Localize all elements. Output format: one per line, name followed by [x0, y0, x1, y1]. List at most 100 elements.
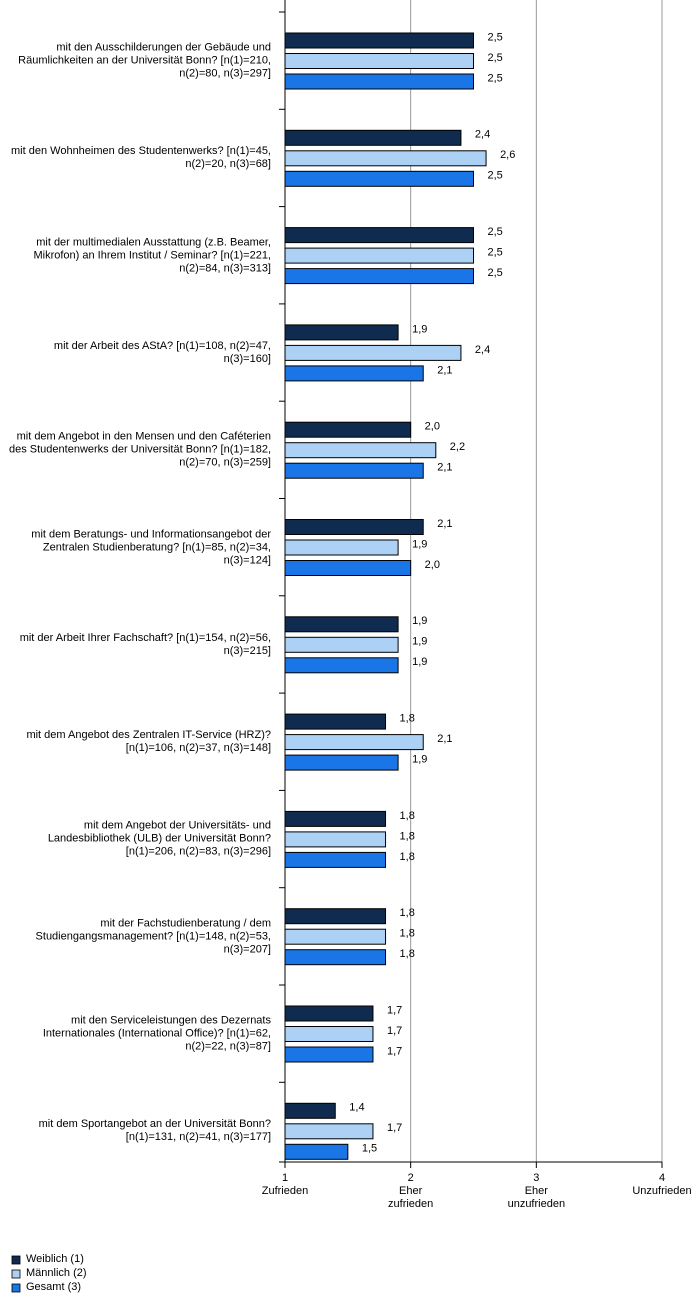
value-label: 2,1: [437, 518, 452, 530]
category-label: mit der Arbeit des AStA? [n(1)=108, n(2)…: [53, 339, 271, 365]
bar: [284, 539, 399, 556]
x-tick-label: 3: [533, 1172, 540, 1184]
value-label: 1,7: [387, 1045, 402, 1057]
category-label: mit den Serviceleistungen des Dezernats …: [42, 1014, 271, 1053]
bar: [284, 810, 387, 827]
bar: [284, 1123, 374, 1140]
bar: [284, 754, 399, 771]
value-label: 1,8: [400, 928, 415, 940]
bar: [284, 1026, 374, 1042]
value-label: 2,1: [437, 462, 452, 474]
x-tick-name: Eher zufrieden: [388, 1185, 434, 1210]
value-label: 2,5: [488, 247, 503, 259]
value-label: 2,1: [437, 364, 452, 376]
bar: [284, 519, 424, 535]
value-label: 1,8: [400, 851, 415, 863]
bar: [284, 170, 474, 187]
x-tick-name: Eher unzufrieden: [507, 1185, 566, 1210]
x-tick-label: 4: [658, 1172, 666, 1184]
legend-swatch: [11, 1255, 21, 1265]
bar: [284, 851, 387, 868]
value-label: 1,8: [400, 948, 415, 960]
bar: [284, 831, 387, 848]
category-label: mit dem Beratungs- und Informationsangeb…: [31, 528, 271, 566]
value-label: 2,5: [488, 170, 503, 182]
value-label: 1,7: [387, 1004, 402, 1016]
value-label: 1,4: [349, 1102, 364, 1114]
bar: [284, 365, 424, 382]
bar: [284, 928, 387, 945]
category-label: mit den Ausschilderungen der Gebäude und…: [18, 41, 271, 80]
bar: [284, 1046, 374, 1063]
legend-label: Weiblich (1): [26, 1253, 84, 1265]
value-label: 2,5: [488, 267, 503, 279]
x-tick-label: 2: [407, 1172, 414, 1184]
bar: [284, 908, 387, 925]
bar: [284, 344, 462, 361]
value-label: 2,5: [488, 31, 503, 43]
legend-label: Männlich (2): [26, 1267, 87, 1279]
value-label: 1,9: [412, 323, 427, 335]
bar: [284, 324, 399, 341]
value-label: 1,8: [400, 810, 415, 822]
category-label: mit dem Angebot der Universitäts- und La…: [47, 819, 271, 858]
value-label: 2,5: [488, 226, 503, 238]
bar: [284, 734, 424, 751]
bar: [284, 1143, 349, 1160]
legend-swatch: [11, 1283, 21, 1293]
bar: [284, 616, 399, 633]
value-label: 1,8: [400, 713, 415, 725]
bar: [284, 129, 462, 146]
bar: [284, 560, 412, 576]
value-label: 2,4: [475, 129, 490, 141]
value-label: 2,1: [437, 733, 452, 745]
bar: [284, 657, 399, 674]
x-tick-label: 1: [281, 1172, 289, 1184]
bar: [284, 53, 474, 69]
value-label: 2,2: [450, 441, 465, 453]
value-label: 1,9: [412, 754, 427, 766]
bar: [284, 1005, 374, 1022]
x-tick-name: Unzufrieden: [632, 1185, 692, 1197]
value-label: 1,7: [387, 1122, 402, 1134]
bar: [284, 268, 474, 285]
bar: [284, 150, 487, 167]
category-label: mit der Arbeit Ihrer Fachschaft? [n(1)=1…: [19, 631, 271, 657]
category-label: mit dem Sportangebot an der Universität …: [38, 1118, 271, 1144]
value-label: 2,4: [475, 344, 490, 356]
category-label: mit dem Angebot in den Mensen und den Ca…: [9, 430, 272, 469]
bar: [284, 421, 412, 438]
bar: [284, 227, 474, 244]
bar: [284, 636, 399, 653]
bar: [284, 1102, 336, 1119]
bar: [284, 713, 387, 730]
category-label: mit den Wohnheimen des Studentenwerks? […: [11, 145, 271, 171]
bar: [284, 32, 474, 49]
value-label: 2,0: [425, 421, 440, 433]
value-label: 2,6: [500, 149, 515, 161]
value-label: 2,5: [488, 52, 503, 64]
bar: [284, 442, 437, 459]
bar: [284, 247, 474, 264]
bar: [284, 73, 474, 90]
bar: [284, 462, 424, 479]
value-label: 1,8: [400, 830, 415, 842]
value-label: 2,0: [425, 559, 440, 571]
legend-swatch: [11, 1269, 21, 1279]
category-label: mit dem Angebot des Zentralen IT-Service…: [26, 729, 271, 755]
value-label: 1,5: [362, 1143, 377, 1155]
bar: [284, 949, 387, 966]
value-label: 1,8: [400, 907, 415, 919]
value-label: 1,9: [412, 538, 427, 550]
value-label: 1,9: [412, 636, 427, 648]
x-tick-name: Zufrieden: [261, 1185, 309, 1197]
value-label: 1,7: [387, 1025, 402, 1037]
value-label: 1,9: [412, 615, 427, 627]
category-label: mit der multimedialen Ausstattung (z.B. …: [33, 236, 271, 275]
value-label: 1,9: [412, 656, 427, 668]
legend-label: Gesamt (3): [26, 1281, 82, 1293]
value-label: 2,5: [488, 72, 503, 84]
category-label: mit der Fachstudienberatung / dem Studie…: [35, 917, 271, 956]
